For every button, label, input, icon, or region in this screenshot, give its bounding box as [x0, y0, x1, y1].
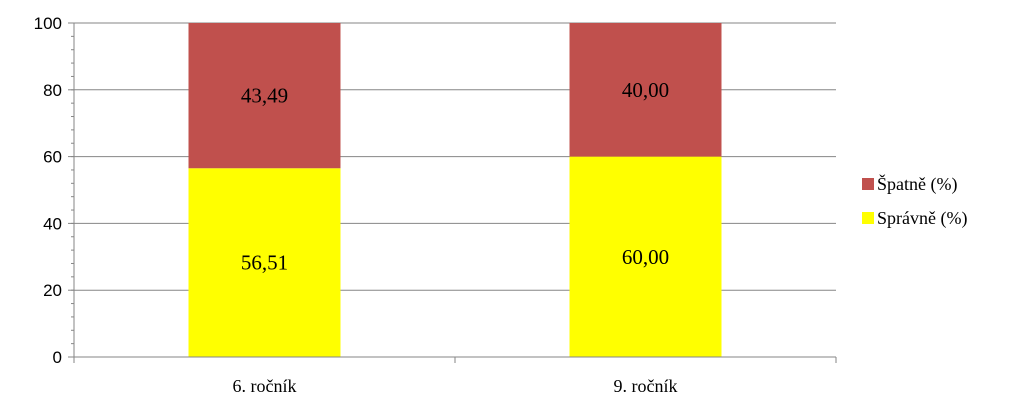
- y-tick-label: 0: [53, 348, 62, 367]
- legend-label: Správně (%): [877, 208, 967, 229]
- y-tick-label: 40: [43, 214, 62, 233]
- data-label: 43,49: [241, 84, 288, 108]
- y-tick-label: 20: [43, 281, 62, 300]
- axes: 0 20 40 60 80 100 6. ročník 9. ročník: [34, 14, 837, 396]
- data-label: 60,00: [622, 245, 669, 269]
- bar-spatne: [569, 23, 722, 157]
- bar-spravne: [188, 168, 341, 357]
- x-category-label: 6. ročník: [233, 376, 297, 396]
- y-tick-label: 100: [34, 14, 62, 33]
- legend-label: Špatně (%): [877, 173, 957, 195]
- bar-spatne: [188, 23, 341, 169]
- bar-spravne: [569, 156, 722, 357]
- legend: Špatně (%) Správně (%): [862, 173, 967, 229]
- bars: [188, 23, 722, 357]
- y-tick-label: 80: [43, 81, 62, 100]
- legend-swatch: [862, 212, 874, 224]
- legend-swatch: [862, 178, 874, 190]
- data-labels: 56,51 43,49 60,00 40,00: [241, 78, 669, 275]
- data-label: 40,00: [622, 78, 669, 102]
- gridlines: [74, 22, 836, 291]
- y-tick-label: 60: [43, 148, 62, 167]
- data-label: 56,51: [241, 251, 288, 275]
- x-category-label: 9. ročník: [614, 376, 678, 396]
